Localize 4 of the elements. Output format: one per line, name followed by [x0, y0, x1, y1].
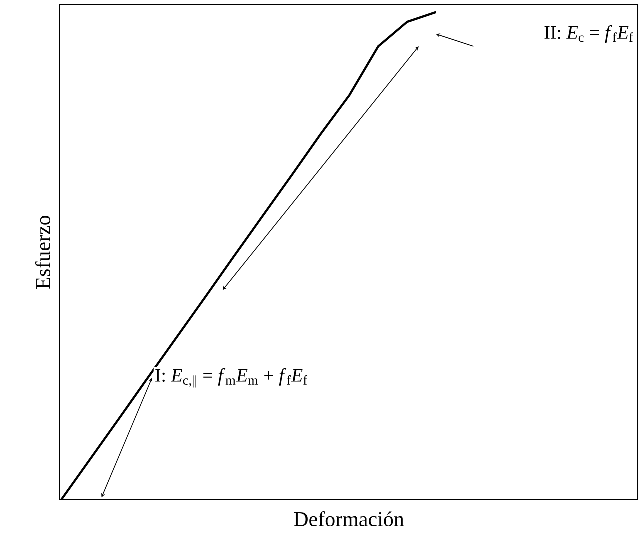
text: I: E$_{c,||}$ = f$_{m}$E$_{m}$ + f$_{f}$E$_{f}$: [156, 368, 308, 388]
annotation: II: E$_{c}$ = f$_{f}$E$_{f}$: [544, 26, 634, 43]
y-axis-title: Esfuerzo: [35, 216, 50, 290]
x-axis-title: Deformación: [294, 512, 404, 527]
